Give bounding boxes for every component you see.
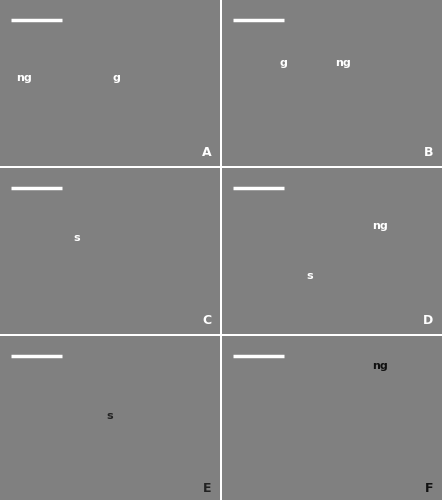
Text: ng: ng	[335, 58, 351, 68]
Text: B: B	[424, 146, 433, 160]
Text: D: D	[423, 314, 433, 328]
Text: E: E	[203, 482, 211, 496]
Text: A: A	[202, 146, 211, 160]
Text: s: s	[74, 232, 80, 242]
Text: s: s	[307, 271, 313, 281]
Text: F: F	[425, 482, 433, 496]
Text: s: s	[107, 410, 113, 420]
Text: g: g	[113, 73, 121, 83]
Text: C: C	[202, 314, 211, 328]
Text: ng: ng	[373, 361, 388, 371]
Text: ng: ng	[373, 221, 388, 231]
Text: g: g	[280, 58, 287, 68]
Text: ng: ng	[16, 73, 32, 83]
